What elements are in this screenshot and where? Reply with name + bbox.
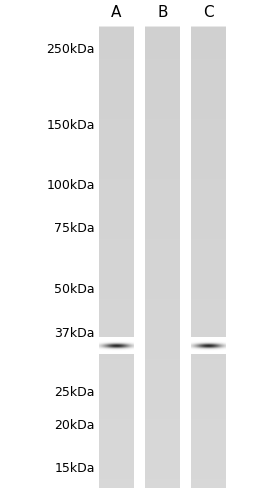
Text: B: B (157, 5, 168, 20)
Text: 50kDa: 50kDa (54, 282, 95, 295)
Text: 150kDa: 150kDa (46, 119, 95, 132)
Text: 100kDa: 100kDa (46, 179, 95, 192)
Text: 20kDa: 20kDa (54, 418, 95, 431)
Text: 15kDa: 15kDa (54, 461, 95, 474)
Bar (191, 28, 226, 488)
Text: A: A (111, 5, 122, 20)
Text: 250kDa: 250kDa (46, 43, 95, 56)
Text: 37kDa: 37kDa (54, 327, 95, 340)
Text: C: C (203, 5, 214, 20)
Text: 25kDa: 25kDa (54, 385, 95, 398)
Text: 75kDa: 75kDa (54, 222, 95, 235)
Bar (145, 28, 180, 488)
Bar (99, 28, 134, 488)
